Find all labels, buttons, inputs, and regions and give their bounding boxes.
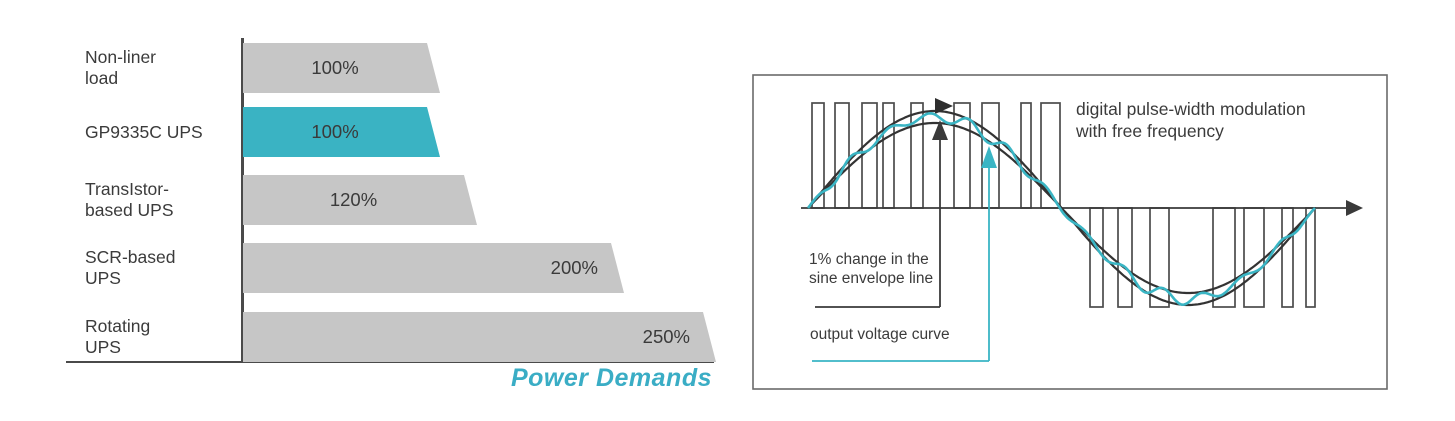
bar-value-label: 100%: [311, 121, 359, 142]
output-voltage-label: output voltage curve: [810, 326, 950, 343]
pwm-pulse: [834, 102, 850, 209]
chart-caption: Power Demands: [510, 364, 712, 392]
sine-envelope-inner-curve: [807, 121, 1316, 295]
envelope-change-label: 1% change in the sine envelope line: [809, 251, 934, 287]
diagram-title: digital pulse-width modulation with free…: [1076, 99, 1306, 141]
pwm-diagram: digital pulse-width modulation with free…: [752, 74, 1389, 391]
bar-category-label: Non-liner load: [85, 47, 156, 88]
pwm-diagram-svg: [752, 74, 1388, 390]
bar-category-label: GP9335C UPS: [85, 121, 203, 142]
bar-category-label: SCR-based UPS: [85, 247, 176, 288]
diagram-border: [752, 74, 1388, 390]
bar: 250%: [243, 312, 716, 362]
pwm-pulse: [1117, 207, 1133, 308]
bar-category-label: TransIstor- based UPS: [85, 179, 174, 220]
bar-value-label: 120%: [329, 189, 378, 210]
pwm-pulse: [1089, 207, 1104, 308]
pwm-pulse: [861, 102, 878, 209]
pwm-pulse: [1281, 207, 1294, 308]
pwm-pulse: [882, 102, 895, 209]
bar: 100%: [243, 107, 440, 157]
pwm-pulse: [1305, 207, 1316, 308]
envelope-peak-arrow-icon: [935, 98, 953, 114]
bar-value-label: 100%: [311, 57, 359, 78]
pwm-pulse: [1020, 102, 1032, 209]
bar-value-label: 200%: [550, 257, 598, 278]
y-axis-line: [241, 38, 244, 363]
envelope-pointer-arrow-icon: [932, 120, 948, 140]
output-voltage-curve: [806, 112, 1316, 306]
output-pointer-arrow-icon: [981, 146, 997, 168]
bar-value-label: 250%: [642, 326, 690, 347]
pwm-pulse: [1243, 207, 1265, 308]
bar: 100%: [243, 43, 440, 93]
bar: 200%: [243, 243, 624, 293]
x-axis-line: [66, 361, 714, 363]
bar-category-label: Rotating UPS: [85, 316, 151, 357]
power-demands-bar-chart: Non-liner load 100% GP9335C UPS 100% TransIs…: [66, 38, 730, 392]
time-axis-arrow-icon: [1346, 200, 1363, 216]
bar: 120%: [243, 175, 477, 225]
